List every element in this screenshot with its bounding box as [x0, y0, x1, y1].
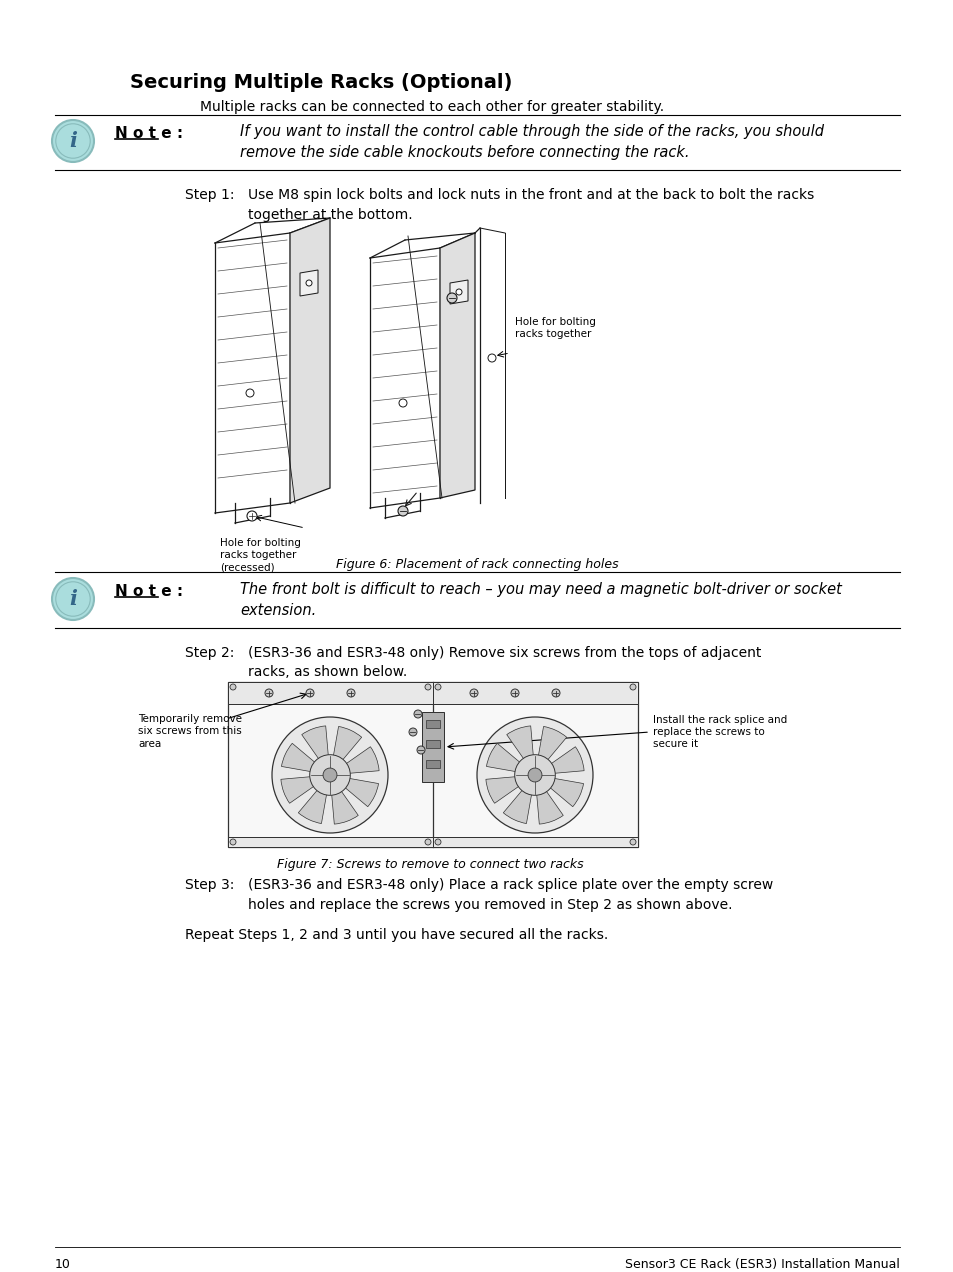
Circle shape — [398, 399, 407, 407]
Text: The front bolt is difficult to reach – you may need a magnetic bolt-driver or so: The front bolt is difficult to reach – y… — [240, 583, 841, 618]
Circle shape — [456, 289, 461, 295]
Wedge shape — [280, 775, 330, 804]
Circle shape — [306, 280, 312, 286]
Polygon shape — [433, 837, 638, 847]
Circle shape — [52, 577, 94, 619]
Text: Step 1:: Step 1: — [185, 188, 234, 202]
Text: N o t e :: N o t e : — [115, 584, 183, 599]
Polygon shape — [228, 682, 638, 847]
Circle shape — [265, 689, 273, 697]
Text: N o t e :: N o t e : — [115, 126, 183, 141]
Text: Step 2:: Step 2: — [185, 646, 234, 660]
Wedge shape — [330, 775, 358, 824]
Wedge shape — [281, 743, 330, 775]
Text: Repeat Steps 1, 2 and 3 until you have secured all the racks.: Repeat Steps 1, 2 and 3 until you have s… — [185, 929, 608, 943]
Bar — [426, 759, 439, 768]
Circle shape — [347, 689, 355, 697]
Wedge shape — [535, 775, 562, 824]
Circle shape — [310, 754, 350, 795]
Circle shape — [246, 389, 253, 397]
Circle shape — [629, 840, 636, 845]
Polygon shape — [228, 682, 433, 703]
Circle shape — [52, 120, 94, 162]
Bar — [426, 720, 439, 728]
Text: i: i — [69, 589, 77, 609]
Wedge shape — [506, 726, 535, 775]
Text: Hole for bolting
racks together: Hole for bolting racks together — [515, 317, 596, 340]
Polygon shape — [433, 682, 638, 703]
Text: i: i — [69, 131, 77, 151]
Text: Use M8 spin lock bolts and lock nuts in the front and at the back to bolt the ra: Use M8 spin lock bolts and lock nuts in … — [248, 188, 814, 221]
Circle shape — [435, 684, 440, 689]
Circle shape — [397, 506, 408, 516]
Circle shape — [552, 689, 559, 697]
Text: Securing Multiple Racks (Optional): Securing Multiple Racks (Optional) — [130, 73, 512, 92]
Circle shape — [528, 768, 541, 782]
Wedge shape — [486, 743, 535, 775]
Wedge shape — [330, 726, 361, 775]
Text: Figure 7: Screws to remove to connect two racks: Figure 7: Screws to remove to connect tw… — [276, 859, 582, 871]
Circle shape — [272, 717, 388, 833]
Polygon shape — [439, 233, 475, 499]
Circle shape — [409, 728, 416, 736]
Polygon shape — [421, 712, 443, 782]
Wedge shape — [535, 726, 566, 775]
Text: 10: 10 — [55, 1258, 71, 1271]
Circle shape — [515, 754, 555, 795]
Wedge shape — [330, 775, 378, 806]
Text: (ESR3-36 and ESR3-48 only) Remove six screws from the tops of adjacent
racks, as: (ESR3-36 and ESR3-48 only) Remove six sc… — [248, 646, 760, 679]
Text: Figure 6: Placement of rack connecting holes: Figure 6: Placement of rack connecting h… — [335, 558, 618, 571]
Circle shape — [424, 684, 431, 689]
Text: Install the rack splice and
replace the screws to
secure it: Install the rack splice and replace the … — [652, 715, 786, 749]
Circle shape — [424, 840, 431, 845]
Text: Step 3:: Step 3: — [185, 878, 234, 892]
Polygon shape — [299, 270, 317, 296]
Text: If you want to install the control cable through the side of the racks, you shou: If you want to install the control cable… — [240, 123, 823, 160]
Circle shape — [247, 511, 256, 522]
Polygon shape — [290, 218, 330, 502]
Bar — [426, 740, 439, 748]
Circle shape — [488, 354, 496, 363]
Circle shape — [511, 689, 518, 697]
Circle shape — [476, 717, 593, 833]
Text: Sensor3 CE Rack (ESR3) Installation Manual: Sensor3 CE Rack (ESR3) Installation Manu… — [624, 1258, 899, 1271]
Text: Hole for bolting
racks together
(recessed): Hole for bolting racks together (recesse… — [220, 538, 300, 572]
Text: Temporarily remove
six screws from this
area: Temporarily remove six screws from this … — [138, 714, 242, 749]
Wedge shape — [503, 775, 535, 823]
Circle shape — [230, 684, 235, 689]
Wedge shape — [301, 726, 330, 775]
Wedge shape — [298, 775, 330, 823]
Circle shape — [447, 293, 456, 303]
Wedge shape — [535, 747, 583, 775]
Circle shape — [230, 840, 235, 845]
Circle shape — [629, 684, 636, 689]
Circle shape — [435, 840, 440, 845]
Circle shape — [416, 745, 424, 754]
Text: (ESR3-36 and ESR3-48 only) Place a rack splice plate over the empty screw
holes : (ESR3-36 and ESR3-48 only) Place a rack … — [248, 878, 773, 912]
Wedge shape — [330, 747, 378, 775]
Circle shape — [470, 689, 477, 697]
Circle shape — [306, 689, 314, 697]
Wedge shape — [535, 775, 583, 806]
Wedge shape — [485, 775, 535, 804]
Polygon shape — [450, 280, 468, 304]
Polygon shape — [228, 837, 433, 847]
Text: Multiple racks can be connected to each other for greater stability.: Multiple racks can be connected to each … — [200, 100, 663, 114]
Circle shape — [323, 768, 336, 782]
Circle shape — [414, 710, 421, 717]
